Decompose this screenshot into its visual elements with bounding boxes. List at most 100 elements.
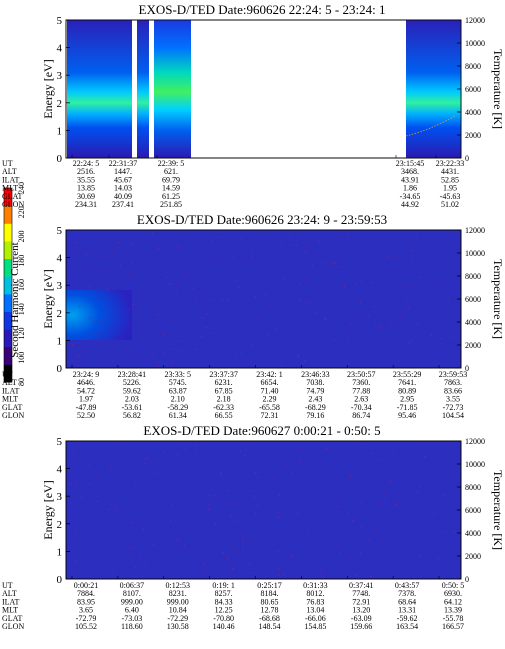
table-cell: 148.54	[259, 622, 281, 631]
table-cell: 140.46	[213, 622, 235, 631]
table-cell: 5745.	[169, 378, 187, 387]
table-cell: 2.43	[308, 395, 322, 404]
panel-2-yticks: 0 1 2 3 4 5	[57, 225, 70, 375]
panel-2-y2label: Temperature [K]	[491, 259, 505, 339]
table-cell: 44.92	[401, 200, 419, 209]
table-row-label: ILAT	[2, 175, 19, 184]
table-cell: 7884.	[77, 589, 95, 598]
table-cell: 77.88	[352, 386, 370, 395]
table-cell: -53.61	[122, 403, 143, 412]
panel-1-data-segment	[67, 20, 132, 158]
ytick-label: 4	[57, 253, 63, 265]
table-cell: 0:37:41	[349, 581, 373, 590]
panel-3-y2ticks: 0 2000 4000 6000 8000 10000 12000	[457, 437, 485, 584]
table-cell: 14.03	[114, 184, 132, 193]
table-cell: 22:39: 5	[158, 159, 184, 168]
table-cell: 63.87	[169, 386, 187, 395]
table-cell: 1.97	[79, 395, 93, 404]
y2tick-label: 12000	[465, 226, 485, 235]
table-cell: 251.85	[160, 200, 182, 209]
y2tick-label: 2000	[465, 341, 481, 350]
table-cell: 72.91	[352, 597, 370, 606]
table-cell: 104.54	[442, 411, 464, 420]
y2tick-label: 6000	[465, 85, 481, 94]
table-row-label: UT	[2, 581, 13, 590]
table-cell: 68.64	[398, 597, 416, 606]
panel-1-y2label: Temperature [K]	[491, 49, 505, 129]
table-cell: 52.85	[441, 175, 459, 184]
panel-1-title: EXOS-D/TED Date:960626 22:24: 5 - 23:24:…	[139, 2, 386, 17]
table-row-label: GLAT	[2, 192, 23, 201]
table-cell: 5226.	[123, 378, 141, 387]
table-cell: 40.09	[114, 192, 132, 201]
table-row-label: GLON	[2, 200, 24, 209]
table-cell: 1.86	[403, 184, 417, 193]
y2tick-label: 8000	[465, 483, 481, 492]
table-cell: 2.29	[263, 395, 277, 404]
table-cell: 0:31:33	[303, 581, 327, 590]
table-cell: 23:24: 9	[73, 370, 99, 379]
table-cell: 154.85	[304, 622, 326, 631]
table-cell: 1447.	[114, 167, 132, 176]
panel-2-noise-speckle	[68, 232, 454, 367]
ytick-label: 3	[57, 70, 63, 82]
table-cell: 1.95	[443, 184, 457, 193]
table-cell: 64.12	[444, 597, 462, 606]
ytick-label: 4	[57, 464, 63, 476]
table-cell: 130.58	[167, 622, 189, 631]
panel-2-title: EXOS-D/TED Date:960626 23:24: 9 - 23:59:…	[137, 212, 387, 227]
table-row-label: MLT	[2, 606, 18, 615]
table-cell: -72.79	[76, 614, 97, 623]
table-cell: 6.40	[125, 606, 139, 615]
table-cell: 35.55	[77, 175, 95, 184]
table-cell: 3468.	[401, 167, 419, 176]
y2tick-label: 10000	[465, 249, 485, 258]
table-cell: 43.91	[401, 175, 419, 184]
y2tick-label: 0	[465, 575, 469, 584]
panel-2: EXOS-D/TED Date:960626 23:24: 9 - 23:59:…	[2, 212, 505, 420]
table-cell: 8257.	[215, 589, 233, 598]
panel-1: EXOS-D/TED Date:960626 22:24: 5 - 23:24:…	[2, 2, 505, 209]
y2tick-label: 10000	[465, 39, 485, 48]
colorbar-swatch	[4, 346, 12, 365]
y2tick-label: 4000	[465, 108, 481, 117]
table-cell: 0:50: 5	[442, 581, 464, 590]
panel-1-data-segment	[137, 20, 149, 158]
table-cell: 6231.	[215, 378, 233, 387]
table-cell: 7748.	[352, 589, 370, 598]
ytick-label: 3	[57, 280, 63, 292]
colorbar-tick-label: 80	[17, 378, 26, 386]
table-cell: 22:31:37	[109, 159, 137, 168]
table-cell: 23:33: 5	[165, 370, 191, 379]
table-cell: 7863.	[444, 378, 462, 387]
table-cell: -63.09	[351, 614, 372, 623]
colorbar-swatch	[4, 258, 12, 277]
table-cell: 23:46:33	[301, 370, 329, 379]
panel-2-plot-area	[65, 229, 462, 369]
table-cell: -34.65	[400, 192, 421, 201]
table-cell: -66.06	[305, 614, 326, 623]
table-cell: 45.67	[114, 175, 132, 184]
table-cell: 13.20	[352, 606, 370, 615]
table-cell: 23:42: 1	[256, 370, 282, 379]
table-cell: -72.73	[443, 403, 464, 412]
y2tick-label: 12000	[465, 16, 485, 25]
table-cell: 2.63	[354, 395, 368, 404]
panel-1-ylabel: Energy [eV]	[41, 59, 55, 118]
colorbar-swatch	[4, 223, 12, 242]
panel-1-y2ticks: 0 2000 4000 6000 8000 10000 12000	[457, 16, 485, 163]
y2tick-label: 12000	[465, 437, 485, 446]
colorbar-label: Second Harmonic Current	[9, 242, 21, 357]
colorbar-swatch	[4, 311, 12, 330]
table-cell: 0:43:57	[395, 581, 419, 590]
table-row-label: ALT	[2, 167, 17, 176]
table-cell: 14.59	[162, 184, 180, 193]
colorbar: Second Harmonic Current 80 100 120 140 160 18…	[3, 182, 26, 386]
table-cell: 2.95	[400, 395, 414, 404]
table-cell: 74.79	[306, 386, 324, 395]
table-cell: -58.29	[167, 403, 188, 412]
table-cell: 621.	[164, 167, 178, 176]
ytick-label: 2	[57, 519, 63, 531]
table-cell: 7378.	[398, 589, 416, 598]
colorbar-swatch	[4, 329, 12, 348]
